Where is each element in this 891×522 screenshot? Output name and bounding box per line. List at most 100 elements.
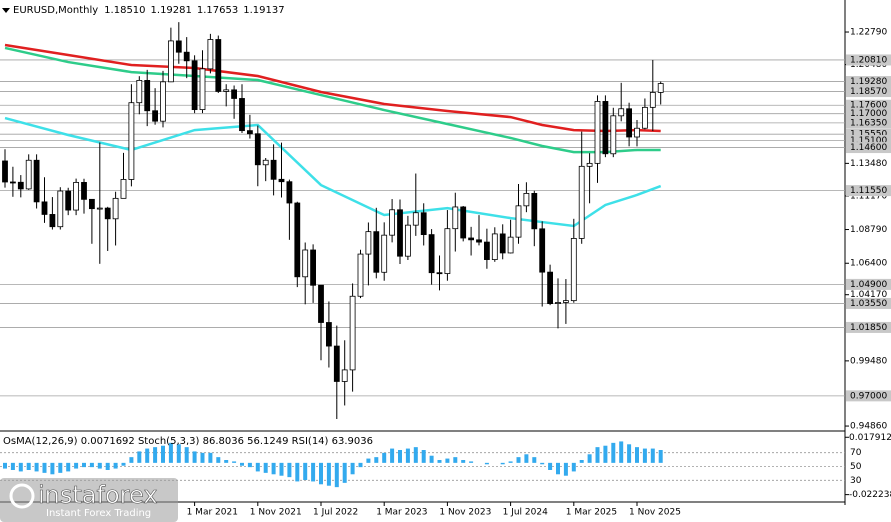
candle-body: [167, 40, 174, 83]
candle-body: [96, 207, 103, 210]
candle-body: [325, 322, 332, 347]
osma-bar: [121, 462, 126, 466]
level-label: 1.16350: [850, 118, 887, 128]
chart-header: EURUSD,Monthly 1.18510 1.19281 1.17653 1.191…: [13, 5, 285, 16]
candle-body: [657, 83, 664, 93]
x-tick-label: 1 Nov 2023: [439, 508, 491, 518]
osma-bar: [319, 462, 323, 485]
osma-bar: [10, 462, 15, 470]
osma-bar: [650, 448, 655, 463]
osma-bar: [366, 458, 371, 463]
watermark-brand: instaforex: [38, 481, 158, 509]
candle-body: [152, 110, 159, 122]
candle-body: [491, 233, 498, 260]
osma-bar: [587, 454, 592, 463]
osma-bar: [429, 455, 434, 463]
candle-body: [555, 302, 561, 304]
osma-bar: [34, 462, 39, 472]
osma-bar: [240, 462, 244, 466]
osma-bar: [421, 450, 426, 463]
osma-bar: [105, 462, 110, 470]
candle-body: [33, 159, 40, 203]
x-tick-label: 1 Nov 2025: [629, 508, 681, 518]
osma-bar: [74, 462, 79, 469]
osma-bar: [563, 462, 568, 476]
y-tick-label: 1.13480: [850, 159, 887, 169]
level-label: 1.18570: [850, 87, 887, 97]
osma-bar: [334, 462, 339, 488]
level-label-box: [846, 321, 891, 333]
osma-bar: [350, 462, 355, 475]
osma-bar: [524, 454, 529, 463]
candle-body: [25, 159, 32, 190]
candle-body: [207, 39, 214, 70]
y-tick-label: 0.99480: [850, 356, 887, 366]
candle-body: [41, 201, 48, 215]
osma-bar: [271, 462, 276, 475]
candle-body: [594, 101, 601, 164]
candle-body: [428, 234, 435, 274]
candle-body: [373, 231, 380, 273]
candle-body: [397, 209, 403, 257]
candle-body: [57, 190, 64, 228]
candle-body: [642, 106, 648, 129]
osma-bar: [413, 447, 418, 463]
candle-body: [602, 101, 609, 155]
level-label-box: [846, 390, 891, 402]
candle-body: [460, 206, 467, 239]
candle-body: [270, 159, 277, 180]
candle-body: [618, 108, 625, 117]
level-label: 1.17000: [850, 109, 887, 119]
candle-body: [262, 159, 269, 166]
osma-bar: [200, 452, 205, 463]
candle-body: [73, 182, 79, 211]
level-label-box: [846, 108, 891, 120]
candle-body: [286, 181, 293, 204]
chart-title: EURUSD,Monthly: [13, 5, 98, 16]
level-label-box: [846, 117, 891, 129]
osma-bar: [42, 462, 47, 473]
candle-body: [649, 92, 656, 108]
osma-bar: [405, 448, 410, 463]
candle-body: [523, 193, 530, 207]
candle-body: [17, 181, 24, 190]
candle-body: [318, 284, 324, 323]
osma-bar: [113, 462, 118, 469]
candle-body: [578, 165, 585, 239]
y-tick-label: 1.22790: [850, 28, 887, 38]
candle-body: [246, 130, 253, 135]
candle-body: [349, 295, 356, 371]
watermark-logo: [9, 483, 35, 509]
candle-body: [531, 193, 538, 230]
osma-bar: [295, 462, 300, 482]
osma-bar: [548, 462, 553, 470]
candle-body: [436, 272, 443, 275]
level-label: 1.19280: [850, 77, 887, 87]
level-label: 1.03550: [850, 299, 887, 309]
osma-bar: [161, 445, 165, 463]
candle-body: [65, 190, 72, 211]
candle-body: [381, 234, 388, 273]
level-label-box: [846, 142, 891, 154]
level-label: 0.97000: [850, 391, 887, 401]
osma-bar: [208, 452, 213, 463]
osma-bar: [326, 462, 331, 486]
osma-bar: [398, 450, 402, 463]
candle-body: [547, 271, 553, 304]
menu-arrow[interactable]: [2, 8, 10, 13]
osma-bar: [145, 448, 150, 463]
candle-body: [444, 228, 451, 274]
candle-body: [239, 98, 245, 132]
x-tick-label: 1 Mar 2021: [187, 508, 238, 518]
candle-body: [420, 212, 427, 236]
candle-body: [412, 212, 419, 226]
osc-tick-label: 50: [850, 462, 862, 472]
candle-body: [507, 236, 514, 254]
candle-body: [452, 206, 459, 230]
x-tick-label: 1 Jul 2024: [503, 508, 548, 518]
osc-tick-label: 70: [850, 448, 862, 458]
osma-bar: [247, 462, 252, 468]
candle-body: [563, 300, 569, 303]
level-label-box: [846, 128, 891, 140]
